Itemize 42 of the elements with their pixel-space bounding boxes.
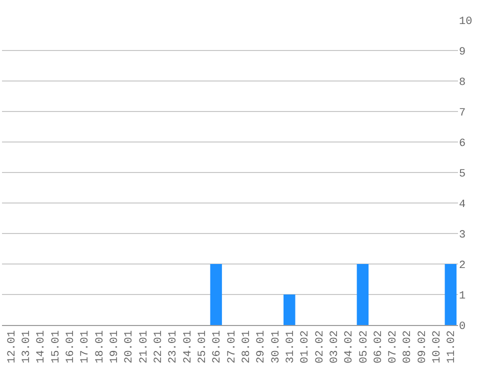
x-tick-label: 23.01 <box>168 330 180 364</box>
x-tick-label: 11.02 <box>446 330 458 364</box>
x-tick-label: 14.01 <box>36 330 48 364</box>
x-tick-label: 17.01 <box>80 330 92 364</box>
x-tick-label: 18.01 <box>94 330 106 364</box>
x-tick-label: 19.01 <box>109 330 122 364</box>
y-tick-label: 5 <box>459 168 466 180</box>
y-tick-label: 6 <box>459 138 466 150</box>
y-tick-label: 10 <box>459 16 472 28</box>
x-tick-label: 10.02 <box>432 330 444 364</box>
y-tick-label: 7 <box>459 107 466 120</box>
x-tick-label: 15.01 <box>50 330 62 364</box>
x-tick-label: 31.01 <box>284 330 297 364</box>
y-tick-label: 0 <box>459 320 466 333</box>
x-tick-label: 28.01 <box>240 330 253 364</box>
x-tick-label: 06.02 <box>372 330 385 364</box>
y-tick-label: 3 <box>459 229 466 242</box>
x-tick-label: 26.01 <box>212 330 224 364</box>
x-tick-label: 04.02 <box>344 330 356 364</box>
x-tick-label: 24.01 <box>182 330 194 364</box>
x-tick-label: 25.01 <box>196 330 209 364</box>
x-tick-label: 12.01 <box>6 330 18 364</box>
x-tick-label: 16.01 <box>65 330 78 364</box>
y-tick-label: 4 <box>459 198 466 211</box>
y-tick-label: 9 <box>459 46 466 58</box>
y-tick-label: 2 <box>459 260 466 272</box>
x-tick-label: 08.02 <box>402 330 414 364</box>
x-tick-label: 30.01 <box>270 330 282 364</box>
x-tick-label: 07.02 <box>388 330 400 364</box>
x-tick-label: 13.01 <box>21 330 34 364</box>
x-tick-label: 09.02 <box>416 330 429 364</box>
x-tick-label: 27.01 <box>226 330 238 364</box>
x-tick-label: 03.02 <box>328 330 341 364</box>
y-tick-label: 1 <box>459 290 466 302</box>
x-tick-label: 22.01 <box>152 330 165 364</box>
x-tick-label: 05.02 <box>358 330 370 364</box>
x-tick-label: 21.01 <box>138 330 150 364</box>
y-tick-label: 8 <box>459 76 466 89</box>
x-tick-label: 01.02 <box>300 330 312 364</box>
x-tick-label: 20.01 <box>124 330 136 364</box>
x-tick-label: 02.02 <box>314 330 326 364</box>
x-tick-label: 29.01 <box>256 330 268 364</box>
